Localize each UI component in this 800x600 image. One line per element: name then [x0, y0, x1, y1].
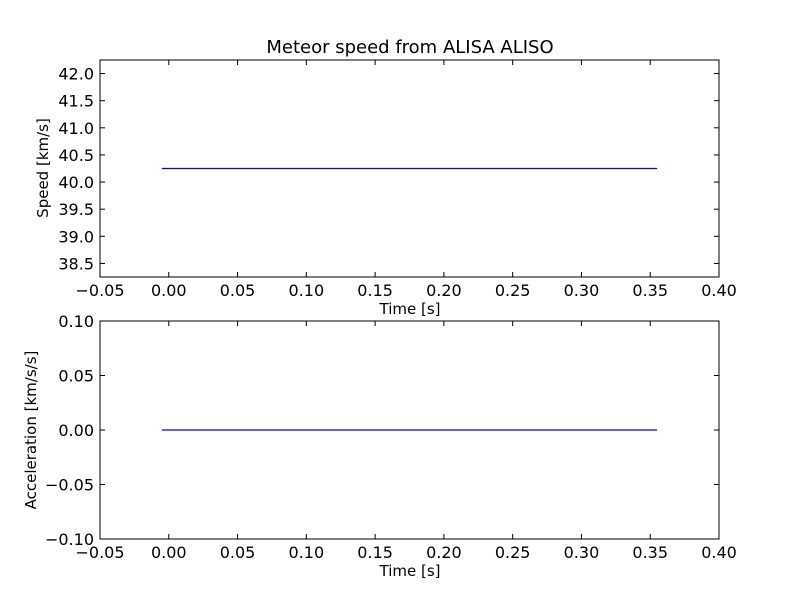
acceleration-x-tick-label: 0.15: [357, 543, 393, 562]
speed-ticks: −0.05 0.00 0.05 0.10 0.15 0.20 0.25 0.30 0.35 0.4…: [58, 60, 737, 300]
acceleration-y-tick-label: 0.10: [58, 312, 94, 331]
acceleration-y-tick-label: 0.00: [58, 421, 94, 440]
acceleration-x-tick-label: 0.40: [701, 543, 737, 562]
speed-y-axis-label: Speed [km/s]: [34, 118, 52, 218]
speed-subplot: Meteor speed from ALISA ALISO −0.05 0.00 0…: [34, 37, 737, 318]
speed-y-tick-label: 40.5: [58, 146, 94, 165]
speed-y-tick-label: 41.0: [58, 119, 94, 138]
acceleration-y-tick-label: 0.05: [58, 367, 94, 386]
speed-y-tick-label: 39.0: [58, 227, 94, 246]
speed-x-tick-label: 0.20: [426, 281, 462, 300]
acceleration-x-tick-label: 0.00: [151, 543, 187, 562]
acceleration-x-tick-label: 0.30: [564, 543, 600, 562]
acceleration-subplot: −0.05 0.00 0.05 0.10 0.15 0.20 0.25 0.30 0.35 0.4…: [22, 312, 737, 580]
acceleration-x-tick-label: 0.05: [220, 543, 256, 562]
speed-x-axis-label: Time [s]: [379, 300, 441, 318]
acceleration-x-tick-label: 0.10: [289, 543, 325, 562]
speed-y-tick-label: 38.5: [58, 254, 94, 273]
speed-plot-area: [99, 59, 720, 278]
chart-title: Meteor speed from ALISA ALISO: [266, 37, 553, 58]
speed-y-tick-label: 39.5: [58, 200, 94, 219]
speed-y-tick-label: 42.0: [58, 65, 94, 84]
acceleration-x-axis-label: Time [s]: [379, 562, 441, 580]
speed-x-tick-label: 0.05: [220, 281, 256, 300]
acceleration-y-tick-label: −0.05: [45, 476, 94, 495]
speed-x-tick-label: 0.35: [632, 281, 668, 300]
speed-x-tick-label: 0.30: [564, 281, 600, 300]
acceleration-x-tick-label: 0.20: [426, 543, 462, 562]
acceleration-x-tick-label: 0.35: [632, 543, 668, 562]
speed-x-tick-label: 0.10: [289, 281, 325, 300]
speed-x-tick-label: −0.05: [75, 281, 124, 300]
speed-x-tick-label: 0.40: [701, 281, 737, 300]
speed-x-tick-label: 0.15: [357, 281, 393, 300]
acceleration-x-tick-label: 0.25: [495, 543, 531, 562]
acceleration-x-tick-label: −0.05: [75, 543, 124, 562]
acceleration-y-tick-label: −0.10: [45, 530, 94, 549]
speed-x-tick-label: 0.25: [495, 281, 531, 300]
speed-y-tick-label: 40.0: [58, 173, 94, 192]
speed-x-tick-label: 0.00: [151, 281, 187, 300]
acceleration-ticks: −0.05 0.00 0.05 0.10 0.15 0.20 0.25 0.30 0.35 0.4…: [45, 312, 737, 562]
acceleration-y-axis-label: Acceleration [km/s/s]: [22, 351, 40, 510]
speed-y-tick-label: 41.5: [58, 92, 94, 111]
